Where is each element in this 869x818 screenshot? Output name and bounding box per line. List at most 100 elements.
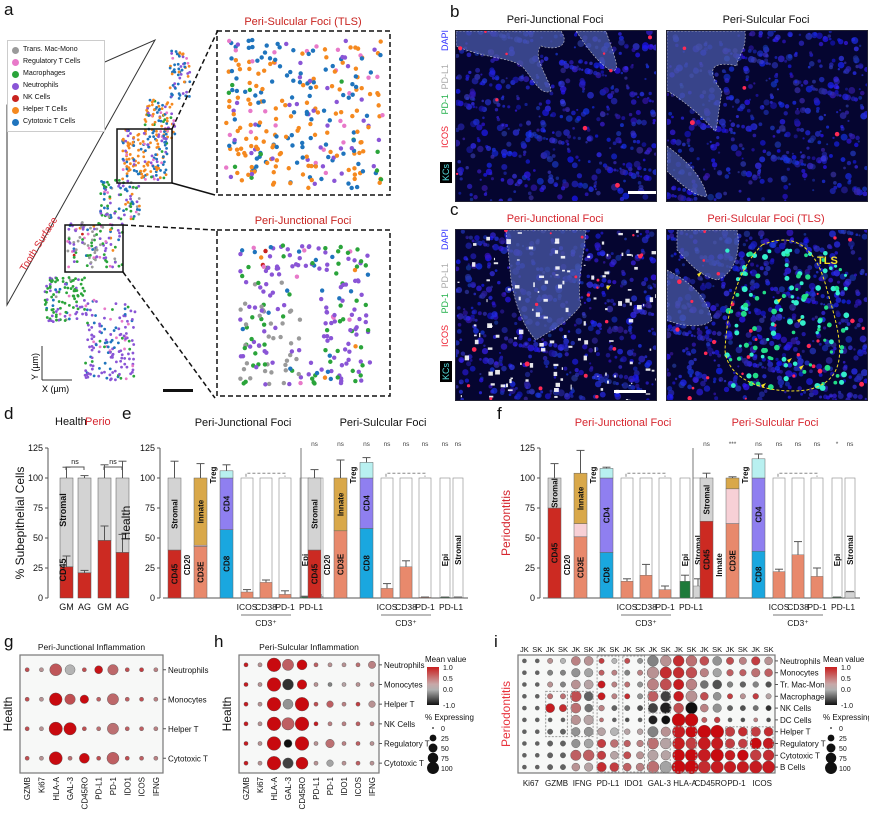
cell-dot (150, 175, 153, 179)
nucleus (558, 327, 564, 332)
y-axis-label: Health (220, 697, 234, 732)
cell-dot (126, 322, 130, 326)
nucleus (456, 354, 458, 358)
cell-dot (114, 378, 117, 382)
cell-dot (283, 368, 288, 373)
cell-dot (238, 269, 243, 274)
cell-dot (163, 143, 167, 147)
nucleus (481, 185, 488, 192)
col-sub-label: SK (738, 645, 748, 654)
cell-dot (72, 260, 76, 263)
col-label: IDO1 (340, 776, 349, 795)
row-label: Helper T (780, 728, 811, 737)
nucleus (794, 367, 800, 372)
nucleus (828, 31, 832, 34)
cell-dot (51, 279, 54, 282)
cell-dot (127, 352, 130, 356)
nucleus (646, 359, 653, 366)
nucleus (838, 321, 842, 325)
nucleus (828, 37, 832, 41)
nucleus (860, 369, 867, 377)
nucleus (800, 84, 804, 87)
cell-dot (118, 333, 122, 337)
cell-dot (171, 83, 175, 87)
nucleus (667, 331, 672, 339)
nucleus (488, 70, 496, 78)
cell-dot (348, 328, 353, 333)
cell-dot (126, 134, 130, 138)
expression-dot (583, 749, 595, 761)
pdl1-signal (618, 232, 623, 236)
nucleus (500, 343, 508, 350)
nucleus (697, 121, 703, 128)
expression-dot (751, 656, 761, 666)
nucleus (774, 141, 782, 148)
nucleus (488, 295, 493, 300)
nucleus (641, 142, 647, 147)
nucleus (606, 305, 614, 313)
nucleus (784, 104, 790, 109)
pdl1-signal (606, 253, 609, 257)
cell-dot (346, 167, 351, 173)
pdl1-signal (493, 257, 496, 261)
cell-dot (155, 133, 158, 137)
cell-dot (341, 151, 346, 156)
cell-dot (119, 359, 123, 363)
colorbar (427, 667, 439, 705)
nucleus (776, 88, 779, 91)
cell-dot (99, 192, 103, 195)
cell-dot (227, 143, 232, 148)
expression-dot (596, 762, 607, 773)
icos-signal (811, 364, 816, 369)
cell-dot (86, 254, 90, 257)
expression-dot (636, 739, 644, 748)
nucleus (803, 178, 806, 181)
expression-dot (522, 753, 527, 758)
cell-dot (46, 287, 50, 290)
expression-dot (63, 722, 77, 736)
nucleus (528, 354, 532, 359)
expression-dot (611, 693, 618, 700)
cell-dot (136, 154, 140, 158)
cell-dot (269, 79, 275, 84)
cell-dot (142, 169, 146, 173)
cell-dot (291, 78, 296, 83)
nucleus (639, 308, 645, 315)
cell-dot (114, 178, 117, 182)
cell-dot (76, 307, 80, 311)
cell-dot (109, 243, 113, 246)
expression-dot (570, 714, 581, 725)
c-right-title: Peri-Sulcular Foci (TLS) (707, 213, 825, 225)
cell-dot (308, 360, 314, 365)
nucleus (646, 147, 652, 153)
nucleus (667, 118, 672, 125)
cell-dot (126, 200, 130, 204)
cell-dot (261, 99, 266, 104)
pdl1-sublabel: Stromal (694, 535, 703, 565)
cell-dot (83, 276, 86, 280)
expression-dot (296, 659, 308, 671)
nucleus (653, 71, 656, 75)
cell-dot (256, 100, 261, 105)
nucleus (456, 385, 459, 389)
nucleus (776, 129, 781, 134)
nucleus (699, 284, 707, 291)
cell-dot (109, 340, 113, 344)
icos-signal (677, 279, 682, 284)
nucleus (481, 122, 486, 127)
cell-dot (168, 105, 172, 109)
nucleus (734, 98, 740, 104)
nucleus (747, 49, 752, 53)
cell-dot (278, 334, 283, 340)
cell-dot (288, 114, 294, 119)
cell-dot (256, 71, 261, 76)
zoom-panel-bottom (216, 229, 391, 397)
cell-dot (359, 56, 365, 61)
cell-dot (311, 108, 316, 113)
pd1-signal (799, 281, 804, 286)
nucleus (738, 251, 745, 258)
x-tick-label: ICOS (617, 602, 638, 612)
nucleus (608, 359, 612, 363)
nucleus (730, 130, 734, 135)
expression-dot (766, 717, 771, 723)
